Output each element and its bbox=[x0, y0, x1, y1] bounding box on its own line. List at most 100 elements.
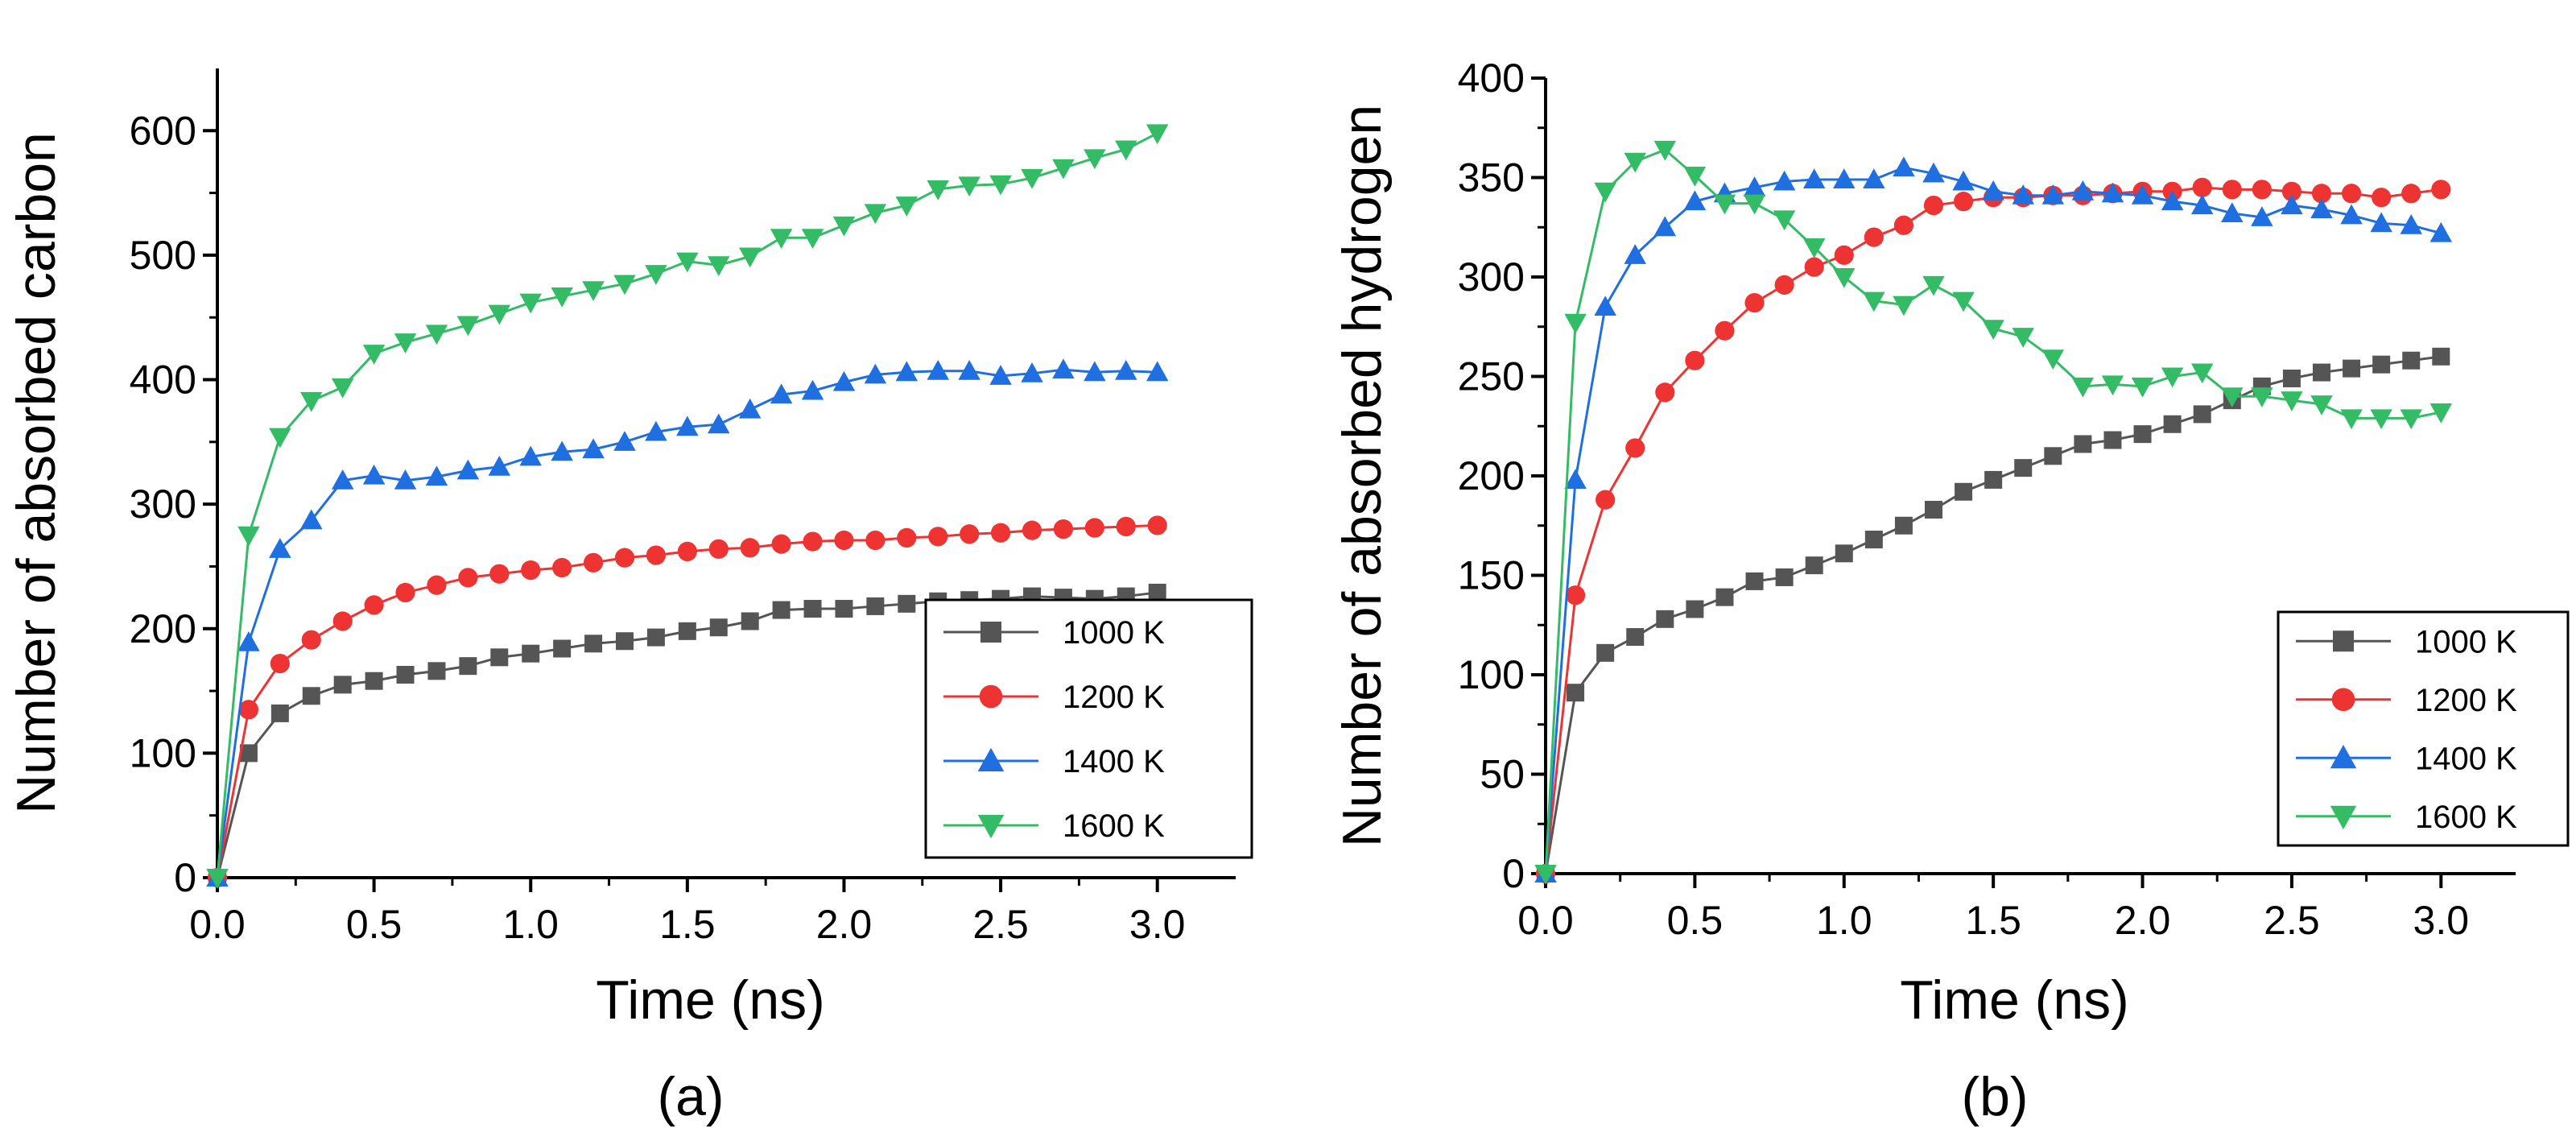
data-point bbox=[459, 657, 477, 676]
legend-marker bbox=[979, 684, 1003, 709]
data-point bbox=[1653, 216, 1677, 237]
data-point bbox=[2103, 431, 2122, 449]
x-axis-title: Time (ns) bbox=[596, 969, 825, 1031]
legend-label: 1000 K bbox=[2415, 624, 2517, 659]
data-point bbox=[2222, 180, 2242, 200]
legend-label: 1400 K bbox=[2415, 741, 2517, 776]
data-point bbox=[895, 196, 919, 217]
data-point bbox=[1564, 313, 1587, 334]
series-1400-k bbox=[206, 358, 1169, 887]
legend-item: 1000 K bbox=[2296, 624, 2517, 659]
x-tick-label: 3.0 bbox=[1129, 902, 1186, 947]
data-point bbox=[364, 595, 384, 615]
data-point bbox=[1984, 470, 2003, 489]
data-point bbox=[456, 459, 480, 480]
y-tick-label: 200 bbox=[130, 606, 196, 651]
data-point bbox=[613, 431, 636, 451]
data-point bbox=[300, 391, 323, 412]
data-point bbox=[1655, 382, 1675, 403]
data-point bbox=[489, 564, 510, 584]
data-point bbox=[425, 324, 448, 345]
data-point bbox=[2192, 177, 2212, 197]
data-point bbox=[1925, 500, 1942, 519]
y-tick-label: 100 bbox=[1458, 652, 1525, 697]
y-axis-title: Number of absorbed carbon bbox=[6, 132, 67, 814]
data-point bbox=[960, 524, 980, 544]
data-point bbox=[583, 552, 604, 572]
data-point bbox=[1596, 490, 1616, 510]
legend-item: 1400 K bbox=[943, 744, 1165, 779]
data-point bbox=[989, 175, 1012, 196]
data-point bbox=[2310, 395, 2333, 415]
legend-box bbox=[924, 598, 1253, 859]
data-point bbox=[803, 600, 822, 618]
data-point bbox=[1743, 176, 1766, 196]
data-point bbox=[2310, 198, 2333, 219]
data-point bbox=[1683, 167, 1707, 187]
data-point bbox=[2251, 206, 2273, 226]
data-point bbox=[1864, 531, 1883, 549]
data-point bbox=[2370, 409, 2392, 430]
data-point bbox=[519, 445, 542, 466]
data-point bbox=[2221, 387, 2244, 407]
data-point bbox=[1893, 215, 1914, 235]
data-point bbox=[835, 600, 853, 618]
data-point bbox=[738, 247, 762, 268]
legend-marker bbox=[977, 815, 1005, 839]
data-point bbox=[1084, 361, 1106, 382]
data-point bbox=[427, 662, 446, 680]
data-point bbox=[2340, 409, 2363, 430]
data-point bbox=[553, 639, 572, 658]
data-point bbox=[1802, 168, 1826, 188]
data-point bbox=[1982, 180, 2004, 200]
data-point bbox=[584, 635, 603, 653]
data-point bbox=[1052, 358, 1075, 379]
data-point bbox=[2041, 184, 2065, 205]
data-point bbox=[864, 204, 887, 225]
data-point bbox=[2281, 181, 2302, 201]
x-tick-label: 0.5 bbox=[1667, 898, 1724, 943]
data-point bbox=[488, 304, 511, 325]
data-point bbox=[1626, 628, 1645, 647]
data-point bbox=[708, 413, 730, 434]
y-axis-title: Number of absorbed hydrogen bbox=[1331, 105, 1393, 847]
data-point bbox=[2012, 184, 2034, 205]
legend-item: 1000 K bbox=[943, 615, 1165, 651]
data-point bbox=[834, 530, 854, 551]
data-point bbox=[1835, 544, 1853, 563]
x-tick-label: 2.0 bbox=[816, 902, 873, 947]
data-point bbox=[865, 530, 886, 551]
data-point bbox=[331, 378, 354, 399]
data-point bbox=[832, 370, 856, 391]
legend-label: 1600 K bbox=[2415, 800, 2517, 835]
legend-marker bbox=[980, 622, 1001, 643]
series-1600-k bbox=[206, 124, 1169, 889]
data-point bbox=[582, 438, 605, 459]
data-point bbox=[270, 653, 290, 674]
data-point bbox=[1952, 170, 1975, 191]
data-point bbox=[2190, 194, 2214, 215]
data-point bbox=[1148, 583, 1166, 601]
data-point bbox=[552, 557, 572, 578]
data-point bbox=[333, 676, 352, 694]
data-point bbox=[396, 665, 415, 684]
legend-label: 1200 K bbox=[2415, 683, 2517, 718]
data-point bbox=[1773, 210, 1796, 231]
data-point bbox=[2431, 180, 2451, 200]
data-point bbox=[1804, 257, 1824, 277]
legend-marker bbox=[2330, 805, 2357, 829]
data-point bbox=[646, 545, 667, 565]
data-point bbox=[551, 287, 573, 308]
x-tick-label: 0.0 bbox=[189, 902, 246, 947]
data-point bbox=[2372, 188, 2392, 208]
data-point bbox=[677, 541, 697, 562]
data-point bbox=[1744, 293, 1765, 313]
data-point bbox=[803, 531, 823, 552]
legend-marker bbox=[977, 747, 1005, 771]
legend-box bbox=[2277, 610, 2570, 847]
legend-label: 1400 K bbox=[1063, 744, 1165, 779]
data-point bbox=[582, 281, 605, 301]
data-point bbox=[1115, 359, 1137, 380]
data-point bbox=[237, 526, 260, 547]
